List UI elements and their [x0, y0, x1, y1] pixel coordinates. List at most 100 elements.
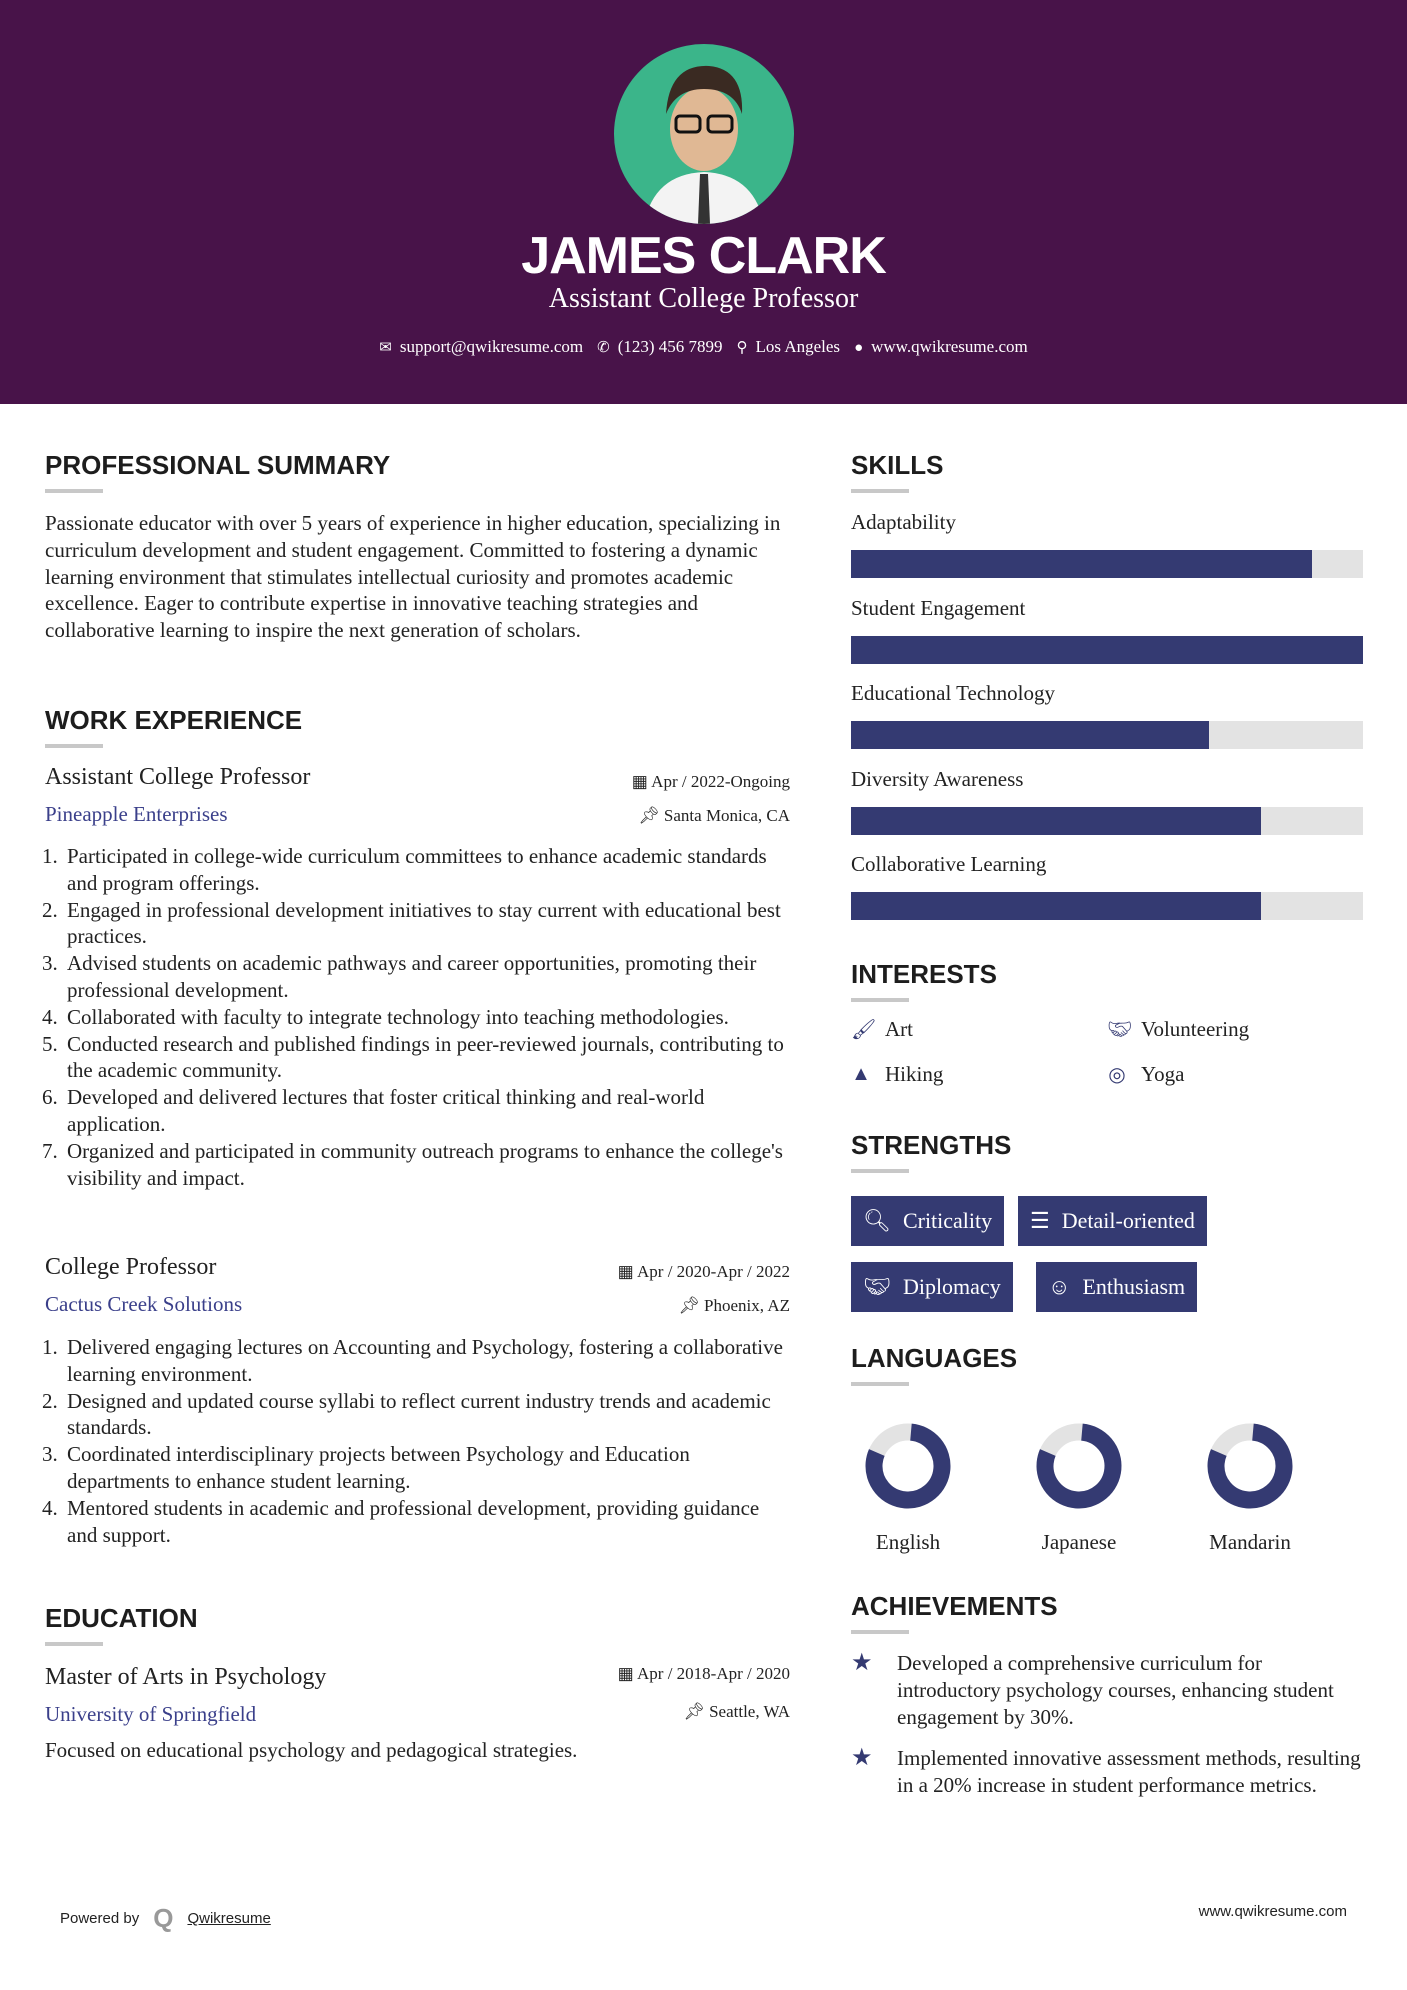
list-item: Designed and updated course syllabi to r… — [63, 1388, 790, 1442]
strength-label: Criticality — [902, 1208, 993, 1233]
skill-bar-fill — [851, 550, 1312, 578]
envelope-icon: ✉ — [379, 340, 392, 356]
handshake-icon: 🤝︎ — [863, 1274, 891, 1299]
header: JAMES CLARK Assistant College Professor … — [0, 0, 1407, 404]
interest-label: Hiking — [885, 1062, 944, 1086]
interest-label: Volunteering — [1141, 1017, 1250, 1041]
job-location: 📌︎ Phoenix, AZ — [678, 1296, 790, 1316]
list-item: Mentored students in academic and profes… — [63, 1495, 790, 1549]
interest-label: Art — [885, 1017, 913, 1041]
skill-bar-fill — [851, 892, 1261, 920]
strength-tag: ☺ Enthusiasm — [1036, 1262, 1198, 1312]
job-date: ▦ Apr / 2020-Apr / 2022 — [618, 1262, 790, 1282]
phone: (123) 456 7899 — [617, 337, 723, 356]
job-bullets: Delivered engaging lectures on Accountin… — [45, 1334, 790, 1548]
school-name[interactable]: University of Springfield — [45, 1702, 257, 1726]
strengths-heading: STRENGTHS — [851, 1130, 1011, 1173]
achievements-heading: ACHIEVEMENTS — [851, 1591, 1058, 1634]
interests-heading: INTERESTS — [851, 959, 997, 1002]
list-item: Collaborated with faculty to integrate t… — [63, 1004, 790, 1031]
star-icon: ★ — [851, 1745, 873, 1771]
summary-text: Passionate educator with over 5 years of… — [45, 511, 781, 643]
strength-tag: 🔍︎ Criticality — [851, 1196, 1005, 1246]
website-link[interactable]: www.qwikresume.com — [871, 337, 1028, 356]
education-location: 📌︎ Seattle, WA — [683, 1702, 790, 1722]
language-donut — [1207, 1423, 1293, 1509]
skill-bar — [851, 635, 1363, 664]
work-heading: WORK EXPERIENCE — [45, 705, 302, 748]
donut-fill — [865, 1423, 951, 1509]
job-title: College Professor — [45, 1254, 217, 1280]
qwikresume-logo-icon: Q — [153, 1903, 174, 1933]
tree-icon: ▲ — [851, 1063, 871, 1085]
handshake-icon: 🤝︎ — [1107, 1019, 1133, 1041]
left-column: PROFESSIONAL SUMMARY Passionate educator… — [45, 0, 790, 1990]
interest-volunteering: 🤝︎ Volunteering — [1107, 1017, 1249, 1042]
achievement-text: Developed a comprehensive curriculum for… — [897, 1651, 1334, 1729]
degree: Master of Arts in Psychology — [45, 1664, 327, 1690]
skill-bar — [851, 892, 1363, 920]
languages-heading: LANGUAGES — [851, 1343, 1017, 1386]
job-bullets: Participated in college-wide curriculum … — [45, 843, 790, 1191]
footer-website[interactable]: www.qwikresume.com — [1198, 1903, 1347, 1920]
achievement-text: Implemented innovative assessment method… — [897, 1746, 1361, 1797]
education-text: Focused on educational psychology and pe… — [45, 1738, 578, 1762]
list-item: Developed and delivered lectures that fo… — [63, 1084, 790, 1138]
strength-tag: ☰ Detail-oriented — [1018, 1196, 1207, 1246]
interest-hiking: ▲ Hiking — [851, 1062, 943, 1087]
location-text: Santa Monica, CA — [663, 806, 790, 825]
skill-bar — [851, 550, 1363, 578]
job-date: ▦ Apr / 2022-Ongoing — [632, 772, 790, 792]
strength-label: Detail-oriented — [1061, 1208, 1195, 1233]
pin-icon: 📌︎ — [678, 1296, 705, 1315]
smile-icon: ☺ — [1048, 1274, 1071, 1299]
skill-label: Adaptability — [851, 510, 956, 534]
list-item: Organized and participated in community … — [63, 1138, 790, 1192]
achievement-item: ★ Developed a comprehensive curriculum fo… — [851, 1650, 1363, 1730]
language-item: Japanese — [1024, 1420, 1134, 1555]
skill-bar-fill — [851, 806, 1261, 835]
candidate-name: JAMES CLARK — [521, 227, 887, 285]
list-item: Coordinated interdisciplinary projects b… — [63, 1441, 790, 1495]
pin-icon: 📌︎ — [683, 1702, 710, 1721]
company-name[interactable]: Cactus Creek Solutions — [45, 1292, 243, 1316]
globe-icon: ● — [854, 340, 864, 356]
email-link[interactable]: support@qwikresume.com — [399, 337, 584, 356]
list-icon: ☰ — [1030, 1208, 1050, 1233]
language-donut — [865, 1423, 951, 1509]
skill-bar-fill — [851, 721, 1210, 749]
language-donut — [1036, 1423, 1122, 1509]
star-icon: ★ — [851, 1650, 873, 1676]
date-text: Apr / 2020-Apr / 2022 — [637, 1262, 790, 1281]
map-marker-icon: ⚲ — [736, 340, 748, 356]
education-date: ▦ Apr / 2018-Apr / 2020 — [618, 1664, 790, 1684]
powered-by-text: Powered by — [60, 1910, 140, 1927]
skill-label: Educational Technology — [851, 681, 1056, 705]
skills-heading: SKILLS — [851, 450, 943, 493]
strength-label: Enthusiasm — [1082, 1274, 1186, 1299]
language-item: Mandarin — [1195, 1420, 1305, 1555]
right-column: SKILLS Adaptability Student Engagement Edu… — [851, 0, 1363, 1990]
candidate-title: Assistant College Professor — [548, 283, 859, 314]
skill-bar-fill — [851, 635, 1363, 664]
language-label: Mandarin — [1209, 1530, 1291, 1554]
profile-photo — [614, 44, 794, 224]
language-label: English — [875, 1530, 941, 1554]
summary-heading: PROFESSIONAL SUMMARY — [45, 450, 390, 493]
job-title: Assistant College Professor — [45, 764, 311, 790]
footer-powered: Powered by Q Qwikresume — [60, 1903, 271, 1934]
interest-yoga: ◎ Yoga — [1107, 1062, 1184, 1087]
date-text: Apr / 2018-Apr / 2020 — [637, 1664, 790, 1683]
interest-label: Yoga — [1141, 1062, 1185, 1086]
skill-label: Student Engagement — [851, 595, 1026, 620]
language-item: English — [853, 1420, 963, 1555]
brand-link[interactable]: Qwikresume — [187, 1910, 271, 1927]
language-label: Japanese — [1041, 1530, 1117, 1554]
location-text: Seattle, WA — [709, 1702, 790, 1721]
job-location: 📌︎ Santa Monica, CA — [638, 806, 790, 826]
search-icon: 🔍︎ — [863, 1208, 891, 1233]
calendar-icon: ▦ — [631, 772, 652, 791]
lifering-icon: ◎ — [1108, 1064, 1126, 1086]
company-name[interactable]: Pineapple Enterprises — [45, 802, 228, 826]
phone-icon: ✆ — [597, 340, 610, 356]
